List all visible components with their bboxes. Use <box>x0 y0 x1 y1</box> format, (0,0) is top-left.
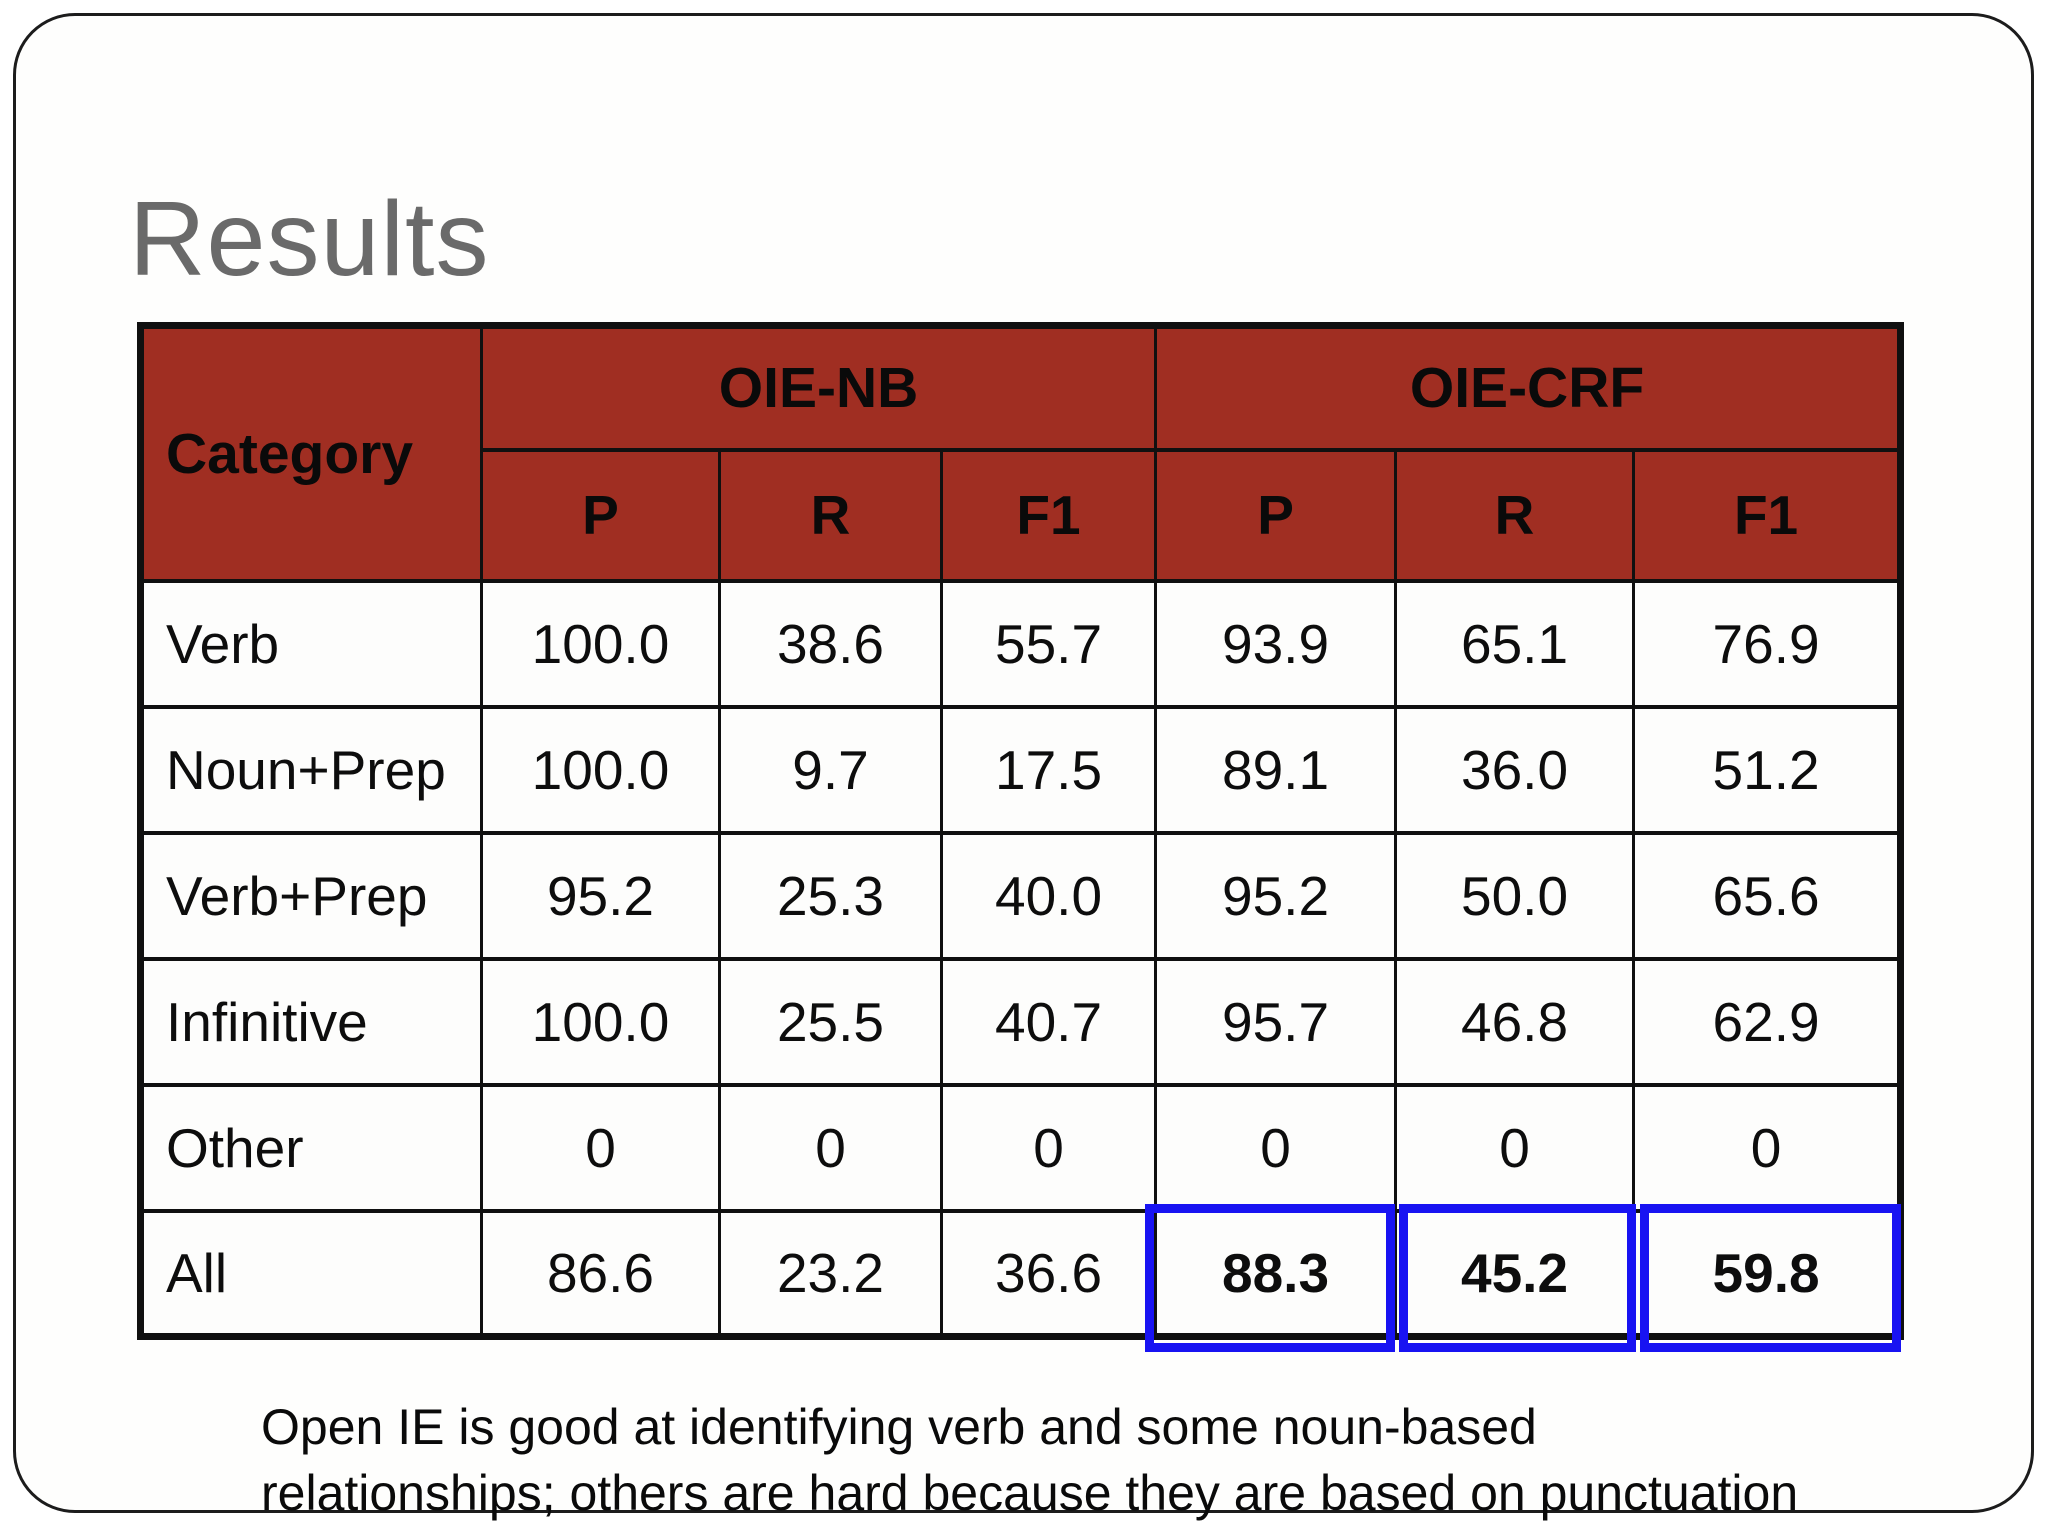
results-table: Category OIE-NB OIE-CRF P R F1 P R F1 Verb 100… <box>137 322 1905 1340</box>
header-category: Category <box>139 323 483 583</box>
value-cell: 65.1 <box>1394 578 1636 709</box>
subheader-f1-nb: F1 <box>939 447 1158 583</box>
table-row-noun-prep: Noun+Prep 100.0 9.7 17.5 89.1 36.0 51.2 <box>139 704 1903 835</box>
value-cell: 62.9 <box>1632 956 1903 1087</box>
table-row-other: Other 0 0 0 0 0 0 <box>139 1082 1903 1213</box>
table-row-all: All 86.6 23.2 36.6 88.3 45.2 59.8 <box>139 1208 1903 1339</box>
value-cell: 88.3 <box>1154 1208 1398 1339</box>
note-line-2: relationships; others are hard because t… <box>261 1465 1799 1521</box>
value-cell: 36.0 <box>1394 704 1636 835</box>
subheader-r-nb: R <box>718 447 943 583</box>
value-cell: 25.3 <box>718 830 943 961</box>
value-cell: 50.0 <box>1394 830 1636 961</box>
value-cell: 45.2 <box>1394 1208 1636 1339</box>
subheader-r-crf: R <box>1394 447 1636 583</box>
value-cell: 100.0 <box>480 704 721 835</box>
category-cell: Noun+Prep <box>139 704 483 835</box>
header-group-row: Category OIE-NB OIE-CRF <box>139 323 1903 583</box>
value-cell: 59.8 <box>1632 1208 1903 1339</box>
category-cell: Infinitive <box>139 956 483 1087</box>
header-group-oie-crf: OIE-CRF <box>1154 323 1903 452</box>
value-cell: 9.7 <box>718 704 943 835</box>
value-cell: 36.6 <box>939 1208 1158 1339</box>
table-header: Category OIE-NB OIE-CRF P R F1 P R F1 <box>139 323 1903 583</box>
subheader-f1-crf: F1 <box>1632 447 1903 583</box>
value-cell: 17.5 <box>939 704 1158 835</box>
slide-title: Results <box>129 180 490 298</box>
table-body: Verb 100.0 38.6 55.7 93.9 65.1 76.9 Noun+Prep 10… <box>139 578 1903 1339</box>
value-cell: 93.9 <box>1154 578 1398 709</box>
value-cell: 0 <box>718 1082 943 1213</box>
category-cell: Other <box>139 1082 483 1213</box>
table-row-verb: Verb 100.0 38.6 55.7 93.9 65.1 76.9 <box>139 578 1903 709</box>
note-line-1: Open IE is good at identifying verb and … <box>261 1399 1537 1455</box>
subheader-row: P R F1 P R F1 <box>141 447 1903 583</box>
value-cell: 100.0 <box>480 578 721 709</box>
table-row-infinitive: Infinitive 100.0 25.5 40.7 95.7 46.8 62.9 <box>139 956 1903 1087</box>
value-cell: 25.5 <box>718 956 943 1087</box>
subheader-p-nb: P <box>480 447 721 583</box>
value-cell: 76.9 <box>1632 578 1903 709</box>
value-cell: 40.0 <box>939 830 1158 961</box>
value-cell: 89.1 <box>1154 704 1398 835</box>
value-cell: 86.6 <box>480 1208 721 1339</box>
value-cell: 100.0 <box>480 956 721 1087</box>
value-cell: 95.2 <box>480 830 721 961</box>
value-cell: 51.2 <box>1632 704 1903 835</box>
header-group-oie-nb: OIE-NB <box>479 323 1158 452</box>
subheader-p-crf: P <box>1154 447 1398 583</box>
value-cell: 95.2 <box>1154 830 1398 961</box>
value-cell: 0 <box>1154 1082 1398 1213</box>
note-text: Open IE is good at identifying verb and … <box>261 1394 1798 1526</box>
value-cell: 65.6 <box>1632 830 1903 961</box>
category-cell: Verb+Prep <box>139 830 483 961</box>
value-cell: 23.2 <box>718 1208 943 1339</box>
table-row-verb-prep: Verb+Prep 95.2 25.3 40.0 95.2 50.0 65.6 <box>139 830 1903 961</box>
value-cell: 95.7 <box>1154 956 1398 1087</box>
value-cell: 0 <box>939 1082 1158 1213</box>
value-cell: 38.6 <box>718 578 943 709</box>
value-cell: 55.7 <box>939 578 1158 709</box>
value-cell: 46.8 <box>1394 956 1636 1087</box>
category-cell: All <box>139 1208 483 1339</box>
value-cell: 0 <box>480 1082 721 1213</box>
value-cell: 0 <box>1394 1082 1636 1213</box>
value-cell: 40.7 <box>939 956 1158 1087</box>
value-cell: 0 <box>1632 1082 1903 1213</box>
category-cell: Verb <box>139 578 483 709</box>
